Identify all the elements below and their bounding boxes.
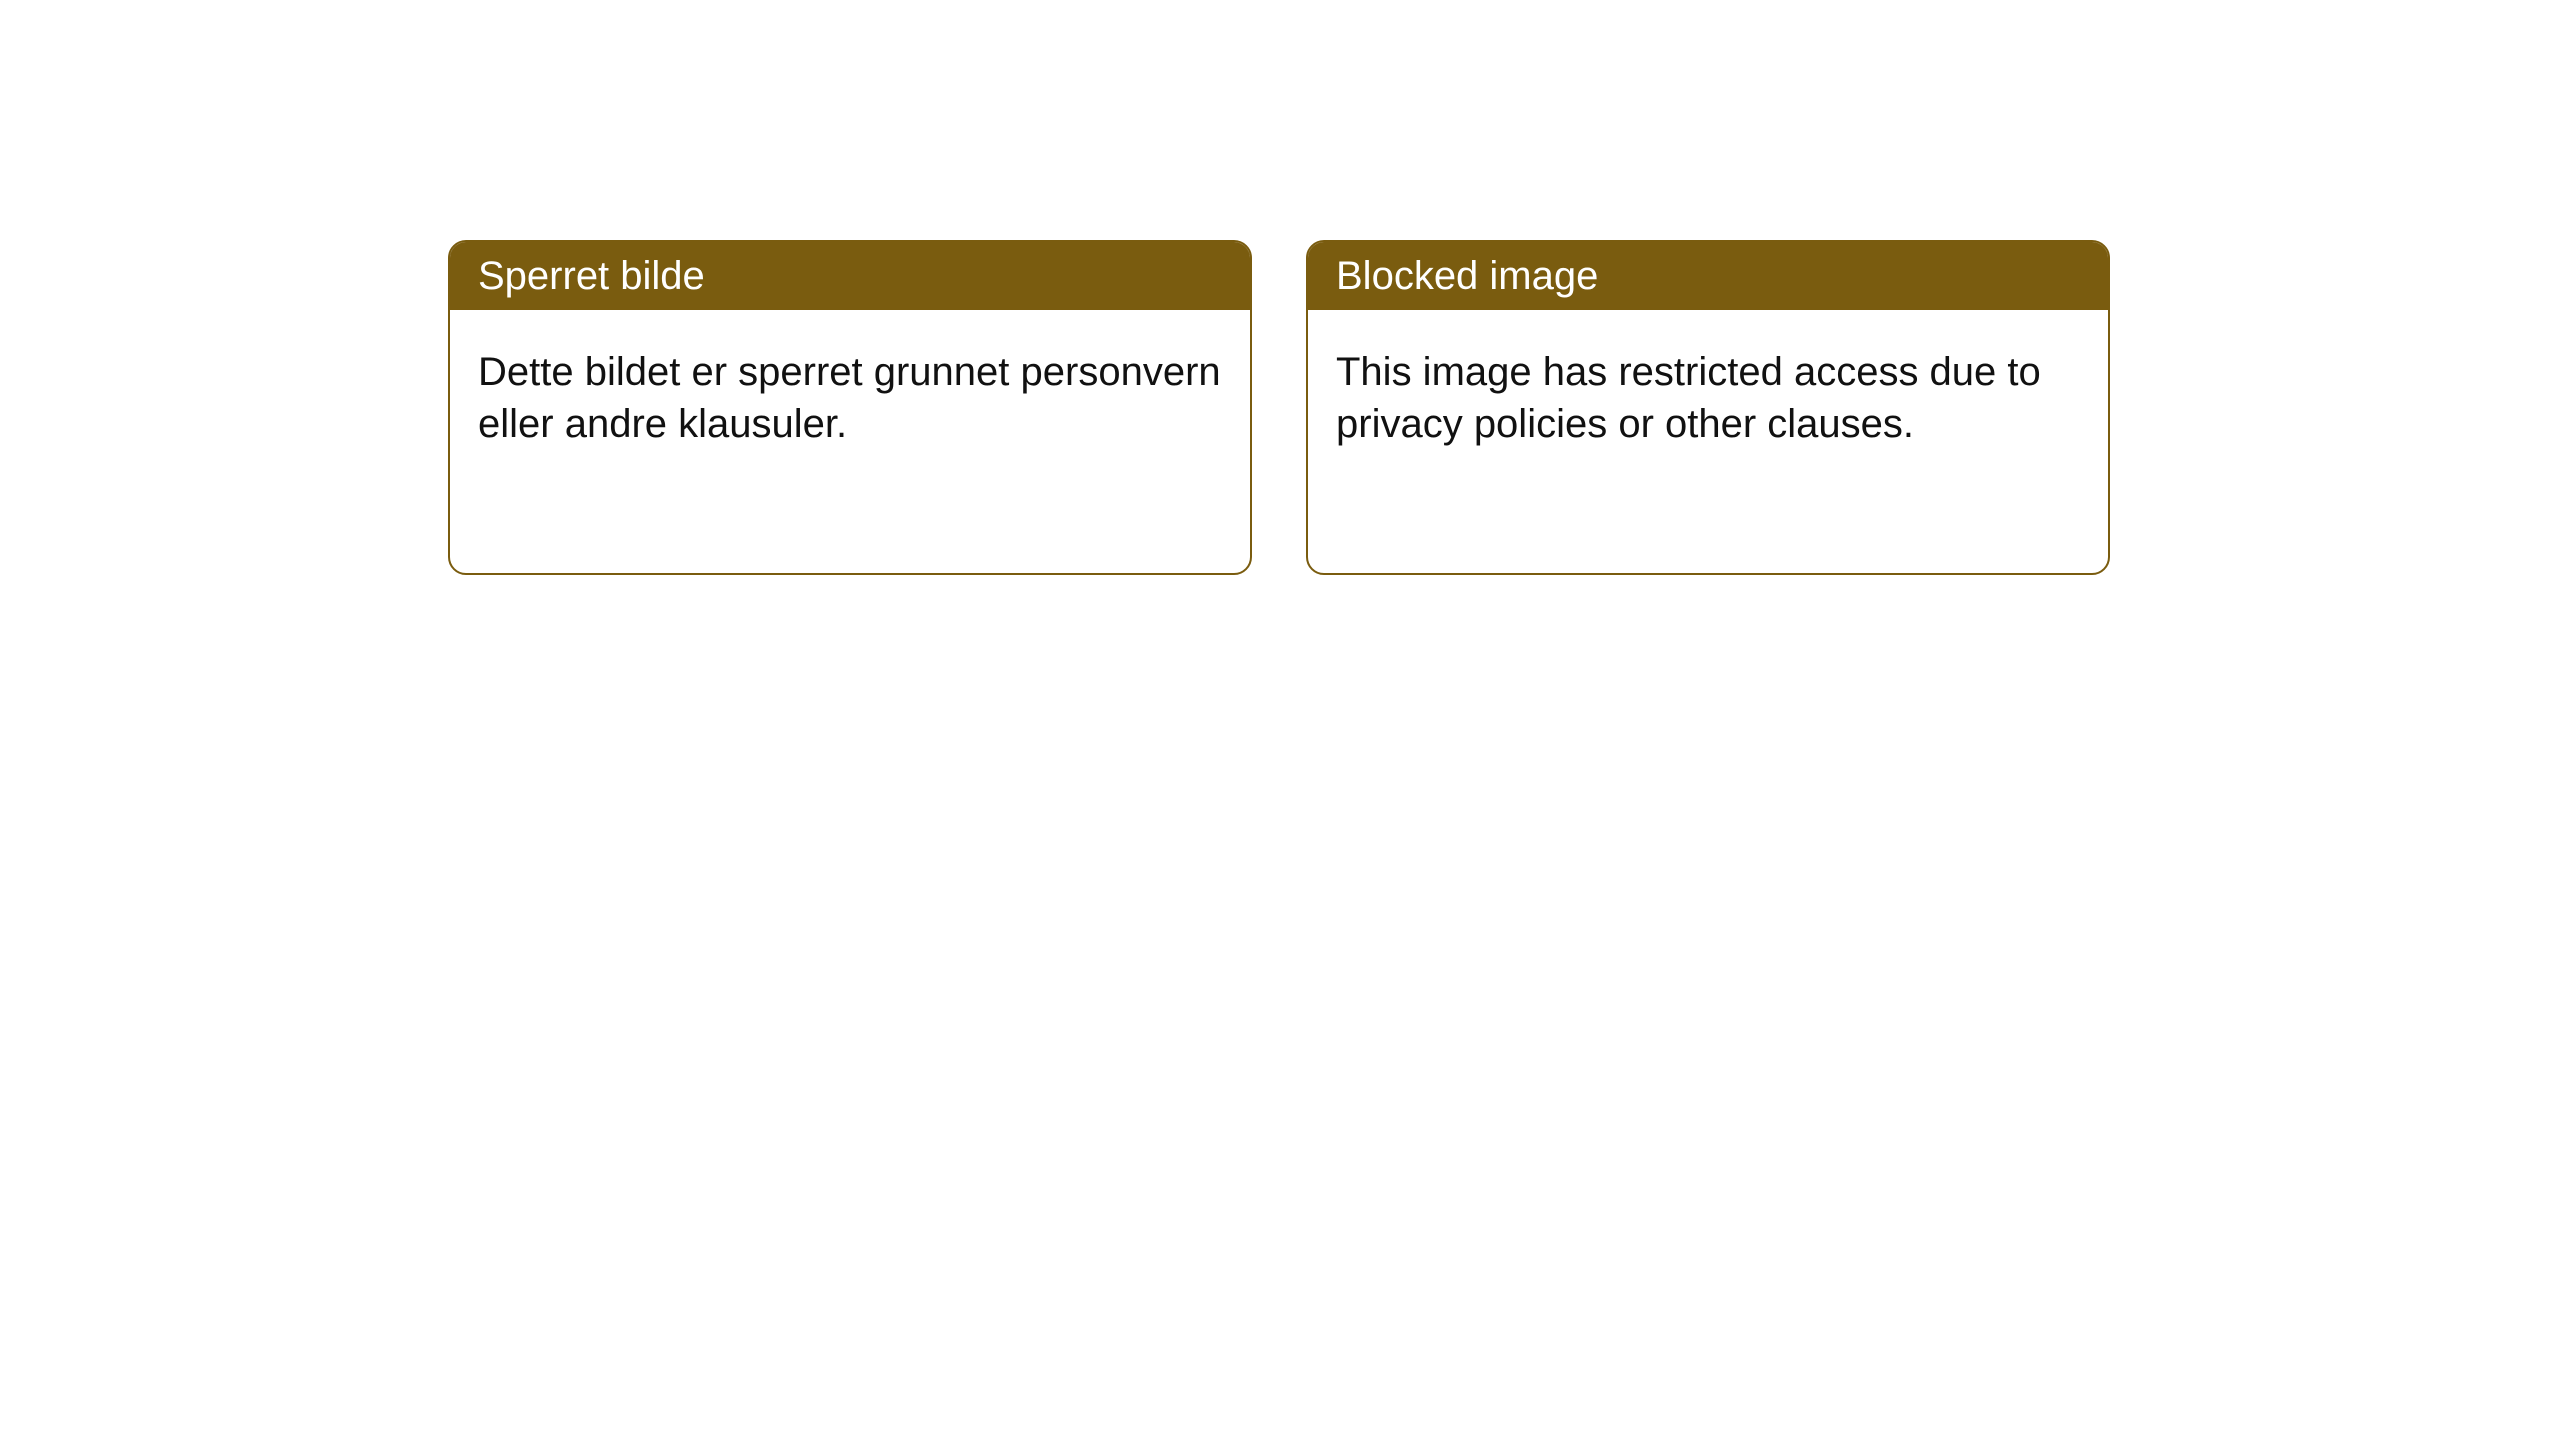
notice-card-title: Sperret bilde xyxy=(450,242,1250,310)
notice-cards-container: Sperret bilde Dette bildet er sperret gr… xyxy=(0,0,2560,575)
notice-card-body: Dette bildet er sperret grunnet personve… xyxy=(450,310,1250,573)
notice-card-body: This image has restricted access due to … xyxy=(1308,310,2108,573)
notice-card-norwegian: Sperret bilde Dette bildet er sperret gr… xyxy=(448,240,1252,575)
notice-card-english: Blocked image This image has restricted … xyxy=(1306,240,2110,575)
notice-card-title: Blocked image xyxy=(1308,242,2108,310)
